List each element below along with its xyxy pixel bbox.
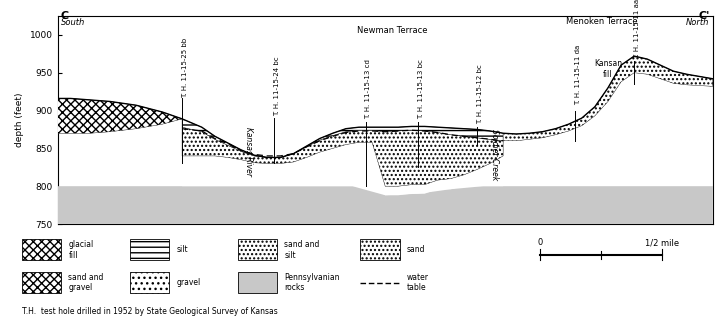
Text: C: C xyxy=(61,11,69,21)
Text: T. H. 11-15-24 bc: T. H. 11-15-24 bc xyxy=(274,56,280,116)
FancyBboxPatch shape xyxy=(238,272,277,293)
Text: T. H. 11-15-25 bb: T. H. 11-15-25 bb xyxy=(182,38,188,99)
Text: silt: silt xyxy=(176,245,188,254)
Y-axis label: depth (feet): depth (feet) xyxy=(15,93,24,147)
Text: T. H. 11-15-12 bc: T. H. 11-15-12 bc xyxy=(477,64,483,124)
Text: 0: 0 xyxy=(537,238,543,247)
Text: South: South xyxy=(61,18,85,27)
Polygon shape xyxy=(58,186,713,224)
Text: Kansan
fill: Kansan fill xyxy=(594,59,622,79)
Text: sand: sand xyxy=(407,245,426,254)
Text: Kansas River: Kansas River xyxy=(244,127,253,176)
Text: Menoken Terrace: Menoken Terrace xyxy=(566,17,637,26)
Text: Newman Terrace: Newman Terrace xyxy=(356,26,427,35)
Text: T. H. 11-15-11 aa: T. H. 11-15-11 aa xyxy=(634,0,640,59)
Text: glacial
fill: glacial fill xyxy=(68,240,94,260)
FancyBboxPatch shape xyxy=(22,239,61,260)
Text: sand and
gravel: sand and gravel xyxy=(68,273,104,292)
Text: sand and
silt: sand and silt xyxy=(284,240,320,260)
Text: Soldier Creek: Soldier Creek xyxy=(490,130,499,181)
Text: water
table: water table xyxy=(407,273,429,292)
Text: gravel: gravel xyxy=(176,278,201,287)
Text: Pennsylvanian
rocks: Pennsylvanian rocks xyxy=(284,273,340,292)
FancyBboxPatch shape xyxy=(130,272,169,293)
Text: T. H. 11-15-13 bc: T. H. 11-15-13 bc xyxy=(418,59,424,119)
FancyBboxPatch shape xyxy=(238,239,277,260)
Text: T.H.  test hole drilled in 1952 by State Geological Survey of Kansas: T.H. test hole drilled in 1952 by State … xyxy=(22,307,277,316)
Text: T. H. 11-15-13 cd: T. H. 11-15-13 cd xyxy=(366,59,372,119)
Polygon shape xyxy=(58,56,713,224)
Text: T. H. 11-15-11 da: T. H. 11-15-11 da xyxy=(575,45,581,105)
FancyBboxPatch shape xyxy=(130,239,169,260)
Polygon shape xyxy=(58,186,713,224)
Text: 1/2 mile: 1/2 mile xyxy=(645,238,680,247)
Text: North: North xyxy=(686,18,709,27)
FancyBboxPatch shape xyxy=(360,239,400,260)
Text: C': C' xyxy=(698,11,709,21)
FancyBboxPatch shape xyxy=(22,272,61,293)
